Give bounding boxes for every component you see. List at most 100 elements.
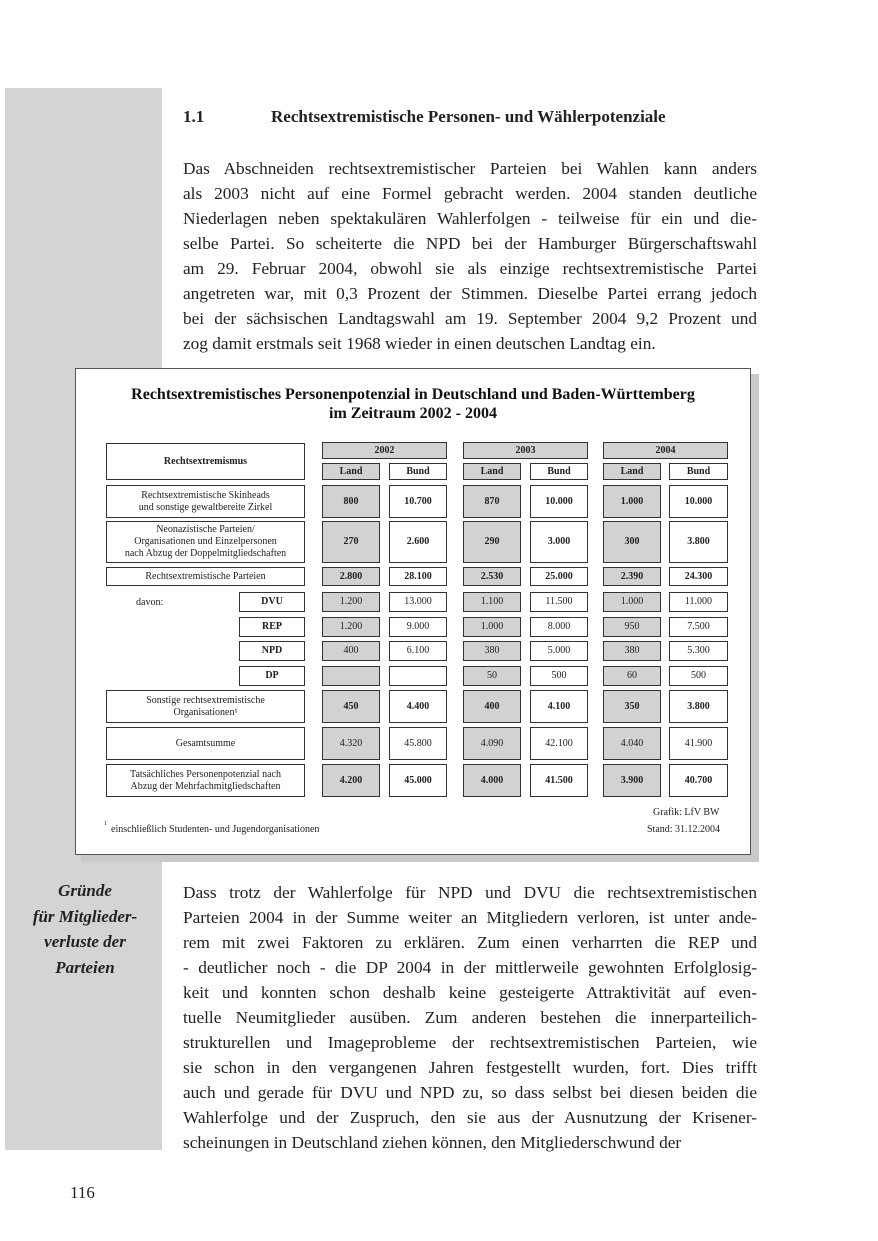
value-cell: 10.000 [669,485,728,518]
row-label: Neonazistische Parteien/ Organisationen … [106,521,305,563]
value-cell: 870 [463,485,521,518]
land-header: Land [322,463,380,480]
text-line: scheinungen in Deutschland ziehen können… [183,1133,682,1152]
text-line: selbe Partei. So scheiterte die NPD bei … [183,234,757,253]
value-cell: 42.100 [530,727,588,760]
margin-note-line: Gründe [58,881,112,900]
land-header: Land [603,463,661,480]
row-label: REP [239,617,305,637]
footnote-mark: 1 [104,821,107,827]
section-number: 1.1 [183,107,205,126]
header-label-cell: Rechtsextremismus [106,443,305,480]
value-cell: 270 [322,521,380,563]
value-cell: 2.600 [389,521,447,563]
value-cell [322,666,380,686]
value-cell: 10.700 [389,485,447,518]
row-label: DVU [239,592,305,612]
value-cell: 4.100 [530,690,588,723]
text-line: bei der sächsischen Landtagswahl am 19. … [183,309,757,328]
value-cell: 13.000 [389,592,447,612]
value-cell: 4.090 [463,727,521,760]
value-cell: 4.320 [322,727,380,760]
text-line: Dass trotz der Wahlerfolge für NPD und D… [183,883,757,902]
page-number: 116 [70,1183,95,1202]
text-line: angetreten war, mit 0,3 Prozent der Stim… [183,284,757,303]
text-line: Parteien 2004 in der Summe weiter an Mit… [183,908,757,927]
value-cell: 4.000 [463,764,521,797]
value-cell: 2.800 [322,567,380,586]
value-cell: 3.800 [669,690,728,723]
bund-header: Bund [669,463,728,480]
row-label: Rechtsextremistische Parteien [106,567,305,586]
row-label: Tatsächliches Personenpotenzial nach Abz… [106,764,305,797]
value-cell: 8.000 [530,617,588,637]
value-cell: 45.000 [389,764,447,797]
row-label: DP [239,666,305,686]
value-cell: 11.000 [669,592,728,612]
text-line: keit und konnten schon deshalb keine ges… [183,983,757,1002]
figure-title: Rechtsextremistisches Personenpotenzial … [76,385,750,423]
value-cell: 4.400 [389,690,447,723]
text-line: Das Abschneiden rechtsextremistischer Pa… [183,159,757,178]
figure-title-line: im Zeitraum 2002 - 2004 [329,405,497,422]
row-label: Gesamtsumme [106,727,305,760]
value-cell: 380 [603,641,661,661]
davon-label: davon: [136,597,164,608]
value-cell: 6.100 [389,641,447,661]
text-line: rem mit zwei Faktoren zu erklären. Zum e… [183,933,757,952]
value-cell: 350 [603,690,661,723]
value-cell: 3.000 [530,521,588,563]
text-line: - deutlicher noch - die DP 2004 in der m… [183,958,757,977]
value-cell: 4.040 [603,727,661,760]
value-cell: 290 [463,521,521,563]
value-cell: 41.500 [530,764,588,797]
paragraph-2: Dass trotz der Wahlerfolge für NPD und D… [183,880,757,1155]
text-line: strukturellen und Imageprobleme der rech… [183,1033,757,1052]
figure-title-line: Rechtsextremistisches Personenpotenzial … [131,386,695,403]
land-header: Land [463,463,521,480]
value-cell: 3.900 [603,764,661,797]
row-label: Rechtsextremistische Skinheads und sonst… [106,485,305,518]
text-line: Niederlagen neben spektakulären Wahlerfo… [183,209,757,228]
value-cell: 10.000 [530,485,588,518]
value-cell: 950 [603,617,661,637]
text-line: auch und gerade für DVU und NPD zu, so d… [183,1083,757,1102]
row-label: Sonstige rechtsextremistische Organisati… [106,690,305,723]
section-title: Rechtsextremistische Personen- und Wähle… [271,107,666,126]
value-cell: 300 [603,521,661,563]
value-cell: 28.100 [389,567,447,586]
value-cell: 1.000 [463,617,521,637]
margin-note-line: Parteien [55,957,115,977]
bund-header: Bund [530,463,588,480]
text-line: sie schon in den vergangenen Jahren fest… [183,1058,757,1077]
value-cell: 50 [463,666,521,686]
text-line: als 2003 nicht auf eine Formel gebracht … [183,184,757,203]
value-cell: 25.000 [530,567,588,586]
value-cell: 24.300 [669,567,728,586]
value-cell: 1.100 [463,592,521,612]
year-header: 2003 [463,442,588,459]
value-cell: 9.000 [389,617,447,637]
value-cell: 7.500 [669,617,728,637]
value-cell: 3.800 [669,521,728,563]
text-line: am 29. Februar 2004, obwohl sie als einz… [183,259,757,278]
value-cell: 500 [530,666,588,686]
value-cell [389,666,447,686]
value-cell: 450 [322,690,380,723]
row-label: NPD [239,641,305,661]
stand-date: Stand: 31.12.2004 [647,824,721,835]
value-cell: 11.500 [530,592,588,612]
value-cell: 1.200 [322,617,380,637]
value-cell: 2.390 [603,567,661,586]
value-cell: 400 [463,690,521,723]
value-cell: 2.530 [463,567,521,586]
value-cell: 40.700 [669,764,728,797]
margin-note-line: verluste der [44,932,126,951]
value-cell: 41.900 [669,727,728,760]
value-cell: 1.000 [603,485,661,518]
text-line: tuelle Neumitglieder ausüben. Zum andere… [183,1008,757,1027]
value-cell: 4.200 [322,764,380,797]
value-cell: 500 [669,666,728,686]
footnote: einschließlich Studenten- und Jugendorga… [111,824,320,835]
bund-header: Bund [389,463,447,480]
